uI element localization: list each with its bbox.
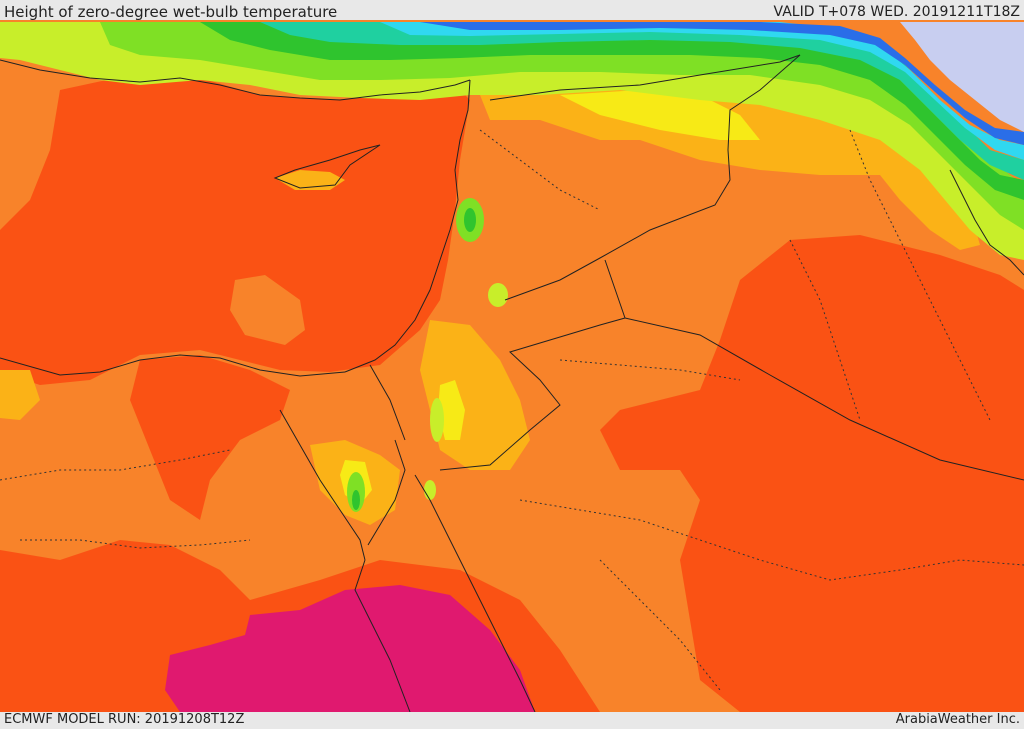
model-run: ECMWF MODEL RUN: 20191208T12Z xyxy=(4,712,245,727)
header-bar: Height of zero-degree wet-bulb temperatu… xyxy=(0,0,1024,21)
field-deep-orange-east xyxy=(600,235,1024,712)
map-title: Height of zero-degree wet-bulb temperatu… xyxy=(4,3,338,21)
map-canvas xyxy=(0,20,1024,712)
field-green-jordan xyxy=(488,283,508,307)
border-syria-iraq xyxy=(489,54,801,101)
field-deep-orange-med xyxy=(0,75,470,385)
coastline-turkey-south xyxy=(0,59,471,101)
field-light-orange-west xyxy=(0,370,40,420)
border-iraq-saudi xyxy=(504,54,801,301)
field-green-hejaz xyxy=(430,398,444,442)
border-saudi-iraq-kuwait xyxy=(624,317,1024,481)
coastlines xyxy=(0,54,1024,712)
field-orange-sea-lobe xyxy=(230,275,305,345)
field-green-lebanon-core xyxy=(464,208,476,232)
field-yellow-levant xyxy=(438,380,465,440)
field-green-hejaz2 xyxy=(424,480,436,500)
border-jordan-saudi xyxy=(439,259,626,471)
internal-boundaries xyxy=(0,129,1024,691)
field-teal-turkey xyxy=(260,22,1024,180)
coastline-sinai-east xyxy=(367,439,406,546)
footer-bar: ECMWF MODEL RUN: 20191208T12Z ArabiaWeat… xyxy=(0,712,1024,729)
field-deep-orange-delta xyxy=(130,355,290,520)
credit: ArabiaWeather Inc. xyxy=(895,712,1020,727)
field-lavender-ne xyxy=(900,22,1024,132)
coastline-sinai-west xyxy=(279,409,366,561)
coastline-cyprus xyxy=(273,144,381,189)
field-light-orange-ne xyxy=(880,140,980,250)
coastline-egypt-north xyxy=(0,354,346,377)
field-yellow-north xyxy=(560,90,760,140)
coastline-red-sea-east xyxy=(414,474,536,712)
field-magenta xyxy=(165,585,535,712)
field-green-sinai-core xyxy=(352,490,360,510)
field-yellow-green-turkey xyxy=(0,22,1024,260)
field-green-turkey xyxy=(200,22,1024,200)
field-light-green-turkey xyxy=(100,22,1024,230)
coastline-levant xyxy=(344,79,471,373)
border-egypt-israel xyxy=(369,364,406,441)
coastline-red-sea-west xyxy=(354,559,411,712)
coastline-gulf xyxy=(949,169,1024,276)
valid-time: VALID T+078 WED. 20191211T18Z xyxy=(773,4,1020,20)
